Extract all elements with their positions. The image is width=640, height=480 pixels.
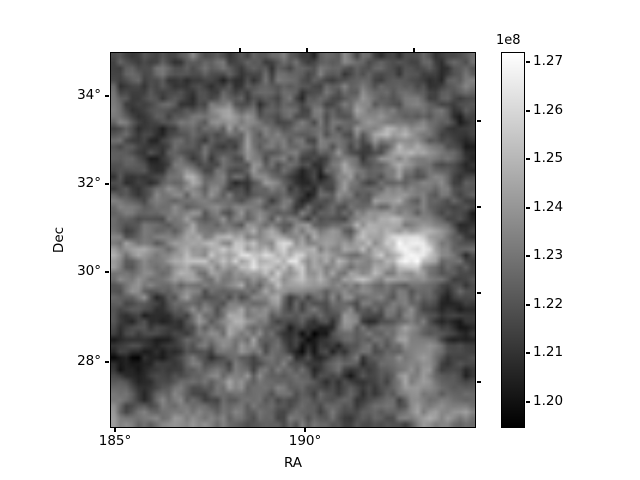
- colorbar-tick: [526, 61, 530, 63]
- y-axis-tick-label: 32°: [77, 175, 101, 191]
- colorbar-tick-label: 1.24: [533, 199, 564, 215]
- colorbar-tick: [526, 352, 530, 354]
- y-axis-title: Dec: [51, 226, 67, 254]
- y-axis-right-tick: [477, 381, 481, 383]
- colorbar-tick-label: 1.25: [533, 150, 564, 166]
- colorbar-tick: [526, 207, 530, 209]
- sky-heatmap-image: [111, 53, 475, 427]
- x-axis-top-tick: [239, 48, 241, 52]
- colorbar-tick: [526, 158, 530, 160]
- x-axis-tick: [114, 428, 116, 432]
- x-axis-title: RA: [283, 455, 303, 471]
- y-axis-tick-label: 30°: [77, 263, 101, 279]
- colorbar-tick: [526, 401, 530, 403]
- x-axis-tick-label: 190°: [288, 433, 322, 449]
- colorbar-tick: [526, 255, 530, 257]
- colorbar-tick-label: 1.20: [533, 393, 564, 409]
- y-axis-right-tick: [477, 120, 481, 122]
- y-axis-tick: [105, 271, 109, 273]
- colorbar-tick: [526, 110, 530, 112]
- y-axis-right-tick: [477, 206, 481, 208]
- y-axis-tick: [105, 183, 109, 185]
- sky-image-axes[interactable]: [110, 52, 476, 428]
- colorbar-tick-label: 1.27: [533, 53, 564, 69]
- x-axis-tick: [304, 428, 306, 432]
- y-axis-tick: [105, 95, 109, 97]
- colorbar-tick-label: 1.26: [533, 102, 564, 118]
- colorbar-tick-label: 1.23: [533, 247, 564, 263]
- colorbar-tick-label: 1.22: [533, 296, 564, 312]
- x-axis-top-tick: [306, 48, 308, 52]
- colorbar-offset-text: 1e8: [496, 33, 521, 48]
- y-axis-right-tick: [477, 292, 481, 294]
- colorbar[interactable]: [501, 52, 525, 428]
- colorbar-tick: [526, 304, 530, 306]
- x-axis-tick-label: 185°: [98, 433, 132, 449]
- colorbar-tick-label: 1.21: [533, 344, 564, 360]
- y-axis-tick: [105, 361, 109, 363]
- y-axis-tick-label: 34°: [77, 87, 101, 103]
- x-axis-top-tick: [413, 48, 415, 52]
- y-axis-tick-label: 28°: [77, 353, 101, 369]
